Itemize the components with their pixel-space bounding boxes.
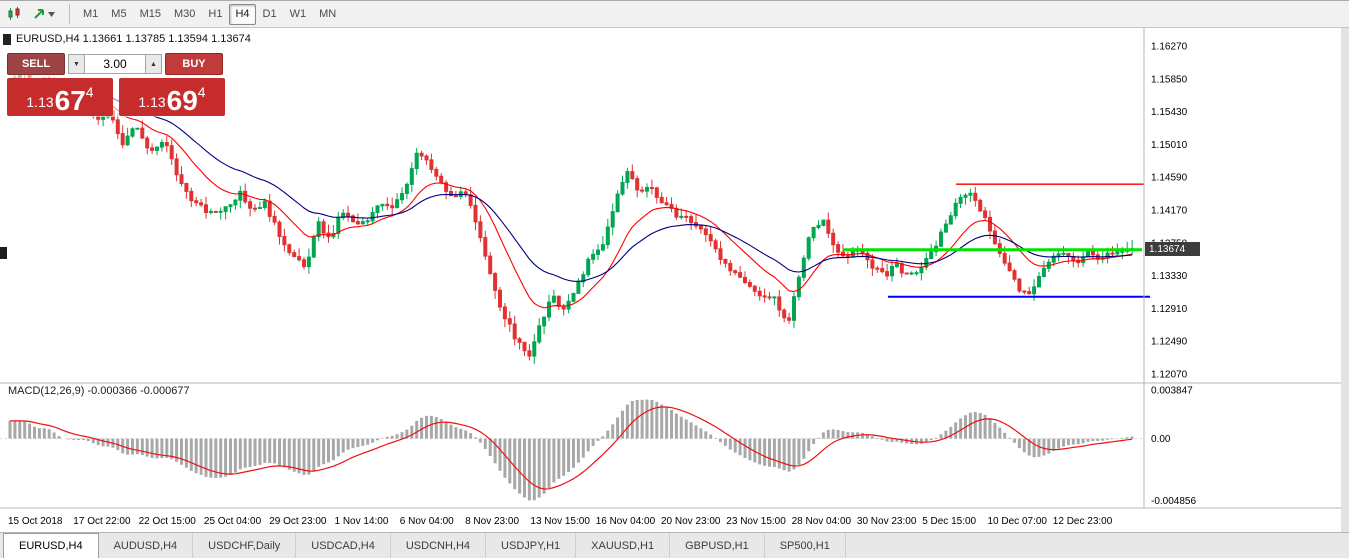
trade-controls-row: SELL ▼ 3.00 ▲ BUY	[7, 53, 225, 75]
svg-text:0.00: 0.00	[1151, 434, 1171, 445]
svg-text:20 Nov 23:00: 20 Nov 23:00	[661, 516, 721, 527]
chart-area: 1.16270 1.15850 1.15430 1.15010 1.14590 1.141…	[0, 28, 1341, 532]
svg-text:29 Oct 23:00: 29 Oct 23:00	[269, 516, 327, 527]
volume-increase-button[interactable]: ▲	[145, 54, 162, 74]
panel-dividers	[0, 28, 1341, 509]
svg-text:1.15010: 1.15010	[1151, 140, 1188, 151]
svg-text:6 Nov 04:00: 6 Nov 04:00	[400, 516, 454, 527]
timeframe-button-m15[interactable]: M15	[139, 8, 161, 20]
tab-usdjpy-h1[interactable]: USDJPY,H1	[486, 533, 577, 558]
candlestick-chart-icon[interactable]	[4, 3, 26, 25]
cursor-tool-icon[interactable]	[28, 3, 60, 25]
timeframe-buttons: M1 M5 M15 M30 H1 H4 D1 W1 MN	[77, 3, 343, 25]
time-axis-labels: 15 Oct 2018 17 Oct 22:00 22 Oct 15:00 25 Oc…	[8, 516, 1113, 527]
svg-text:25 Oct 04:00: 25 Oct 04:00	[204, 516, 262, 527]
tab-usdchf-daily[interactable]: USDCHF,Daily	[193, 533, 297, 558]
svg-text:1.14590: 1.14590	[1151, 173, 1188, 184]
svg-text:15 Oct 2018: 15 Oct 2018	[8, 516, 63, 527]
svg-text:10 Dec 07:00: 10 Dec 07:00	[988, 516, 1048, 527]
svg-text:28 Nov 04:00: 28 Nov 04:00	[792, 516, 852, 527]
volume-decrease-button[interactable]: ▼	[68, 54, 85, 74]
svg-text:0.003847: 0.003847	[1151, 385, 1193, 396]
down-arrow-icon: ▼	[73, 60, 80, 68]
current-price-tag: 1.13674	[1145, 242, 1200, 256]
svg-text:13 Nov 15:00: 13 Nov 15:00	[530, 516, 590, 527]
buy-button[interactable]: BUY	[165, 53, 223, 75]
trade-prices-row: 1.13 67 4 1.13 69 4	[7, 78, 225, 116]
svg-text:1.14170: 1.14170	[1151, 206, 1188, 217]
top-toolbar: M1 M5 M15 M30 H1 H4 D1 W1 MN	[0, 0, 1349, 28]
tab-xauusd-h1[interactable]: XAUUSD,H1	[576, 533, 671, 558]
toolbar-separator	[69, 4, 70, 24]
svg-text:16 Nov 04:00: 16 Nov 04:00	[596, 516, 656, 527]
timeframe-button-mn[interactable]: MN	[319, 8, 337, 20]
svg-text:5 Dec 15:00: 5 Dec 15:00	[922, 516, 976, 527]
sell-price-display[interactable]: 1.13 67 4	[7, 78, 113, 116]
timeframe-button-w1[interactable]: W1	[289, 8, 307, 20]
ma-30-line	[9, 81, 1133, 282]
symbol-ohlc-line: EURUSD,H4 1.13661 1.13785 1.13594 1.1367…	[3, 33, 251, 45]
sell-price-prefix: 1.13	[26, 94, 54, 110]
buy-price-display[interactable]: 1.13 69 4	[119, 78, 225, 116]
sell-price-main: 67	[54, 85, 86, 117]
sell-button[interactable]: SELL	[7, 53, 65, 75]
timeframe-button-m30[interactable]: M30	[173, 8, 196, 20]
svg-text:12 Dec 23:00: 12 Dec 23:00	[1053, 516, 1113, 527]
svg-text:1.15430: 1.15430	[1151, 107, 1188, 118]
timeframe-button-h1[interactable]: H1	[208, 8, 223, 20]
one-click-trading-panel: SELL ▼ 3.00 ▲ BUY 1.13 67 4 1.13 69 4	[6, 52, 226, 117]
ma-14-line	[9, 79, 1133, 309]
svg-text:1.13330: 1.13330	[1151, 271, 1188, 282]
macd-signal-line	[9, 406, 1133, 490]
price-chart[interactable]: 1.16270 1.15850 1.15430 1.15010 1.14590 1.141…	[0, 28, 1341, 532]
macd-indicator-label: MACD(12,26,9) -0.000366 -0.000677	[8, 385, 190, 397]
svg-text:17 Oct 22:00: 17 Oct 22:00	[73, 516, 131, 527]
tab-sp500-h1[interactable]: SP500,H1	[765, 533, 846, 558]
macd-histogram	[8, 399, 1134, 501]
svg-text:1.15850: 1.15850	[1151, 74, 1188, 85]
tab-audusd-h4[interactable]: AUDUSD,H4	[99, 533, 194, 558]
svg-text:23 Nov 15:00: 23 Nov 15:00	[726, 516, 786, 527]
svg-text:1.12490: 1.12490	[1151, 337, 1188, 348]
svg-text:1.12070: 1.12070	[1151, 370, 1188, 381]
volume-input[interactable]: 3.00	[85, 54, 145, 74]
tab-usdcnh-h4[interactable]: USDCNH,H4	[391, 533, 487, 558]
timeframe-button-h4[interactable]: H4	[229, 3, 256, 25]
tab-usdcad-h4[interactable]: USDCAD,H4	[296, 533, 391, 558]
svg-text:8 Nov 23:00: 8 Nov 23:00	[465, 516, 519, 527]
chart-tabs-bar: EURUSD,H4 AUDUSD,H4 USDCHF,Daily USDCAD,H4 U…	[0, 532, 1349, 558]
buy-price-prefix: 1.13	[138, 94, 166, 110]
price-axis-labels: 1.16270 1.15850 1.15430 1.15010 1.14590 1.141…	[1151, 42, 1188, 381]
sell-price-pip: 4	[85, 84, 94, 100]
chart-marker-icon	[3, 33, 11, 45]
timeframe-button-m1[interactable]: M1	[83, 8, 99, 20]
svg-text:1 Nov 14:00: 1 Nov 14:00	[335, 516, 389, 527]
timeframe-button-d1[interactable]: D1	[262, 8, 277, 20]
svg-text:-0.004856: -0.004856	[1151, 496, 1196, 507]
buy-price-main: 69	[166, 85, 198, 117]
tab-gbpusd-h1[interactable]: GBPUSD,H1	[670, 533, 765, 558]
buy-price-pip: 4	[197, 84, 206, 100]
svg-text:1.12910: 1.12910	[1151, 304, 1188, 315]
svg-text:1.16270: 1.16270	[1151, 42, 1188, 53]
up-arrow-icon: ▲	[150, 60, 157, 68]
macd-axis-labels: 0.003847 0.00 -0.004856	[1151, 385, 1196, 507]
symbol-ohlc-text: EURUSD,H4 1.13661 1.13785 1.13594 1.1367…	[16, 33, 251, 45]
timeframe-button-m5[interactable]: M5	[111, 8, 127, 20]
svg-text:22 Oct 15:00: 22 Oct 15:00	[139, 516, 197, 527]
svg-text:30 Nov 23:00: 30 Nov 23:00	[857, 516, 917, 527]
tab-eurusd-h4[interactable]: EURUSD,H4	[3, 533, 99, 558]
left-price-marker	[0, 247, 7, 259]
